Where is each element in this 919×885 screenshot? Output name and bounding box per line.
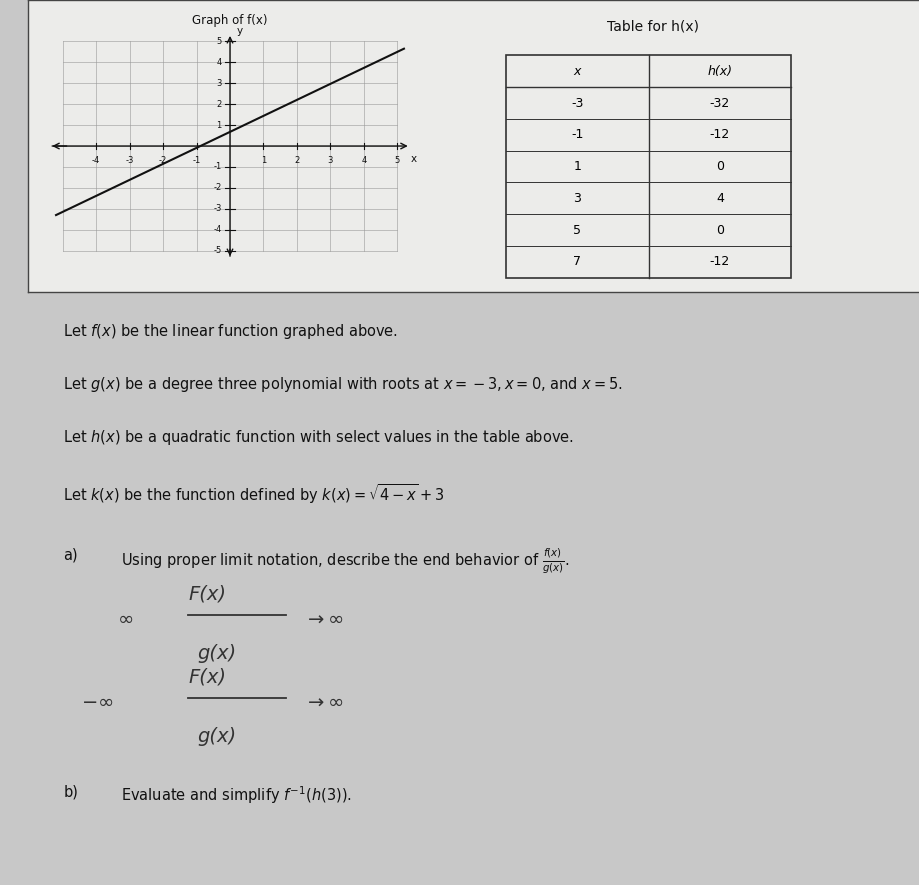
Text: h(x): h(x) <box>707 65 732 78</box>
Text: -2: -2 <box>213 183 221 192</box>
Text: -3: -3 <box>213 204 221 213</box>
Text: 3: 3 <box>327 157 333 165</box>
Text: -2: -2 <box>159 157 167 165</box>
Text: 0: 0 <box>715 160 723 173</box>
Text: x: x <box>573 65 581 78</box>
Text: Let $k(x)$ be the function defined by $k(x)=\sqrt{4-x}+3$: Let $k(x)$ be the function defined by $k… <box>63 481 445 505</box>
Text: -4: -4 <box>213 225 221 235</box>
Text: -5: -5 <box>213 246 221 255</box>
Text: -3: -3 <box>125 157 133 165</box>
Text: F(x): F(x) <box>188 585 226 604</box>
Text: 5: 5 <box>216 37 221 46</box>
Text: -12: -12 <box>709 256 730 268</box>
Text: 3: 3 <box>573 192 581 204</box>
Bar <box>505 56 790 278</box>
Text: 5: 5 <box>573 224 581 236</box>
Text: a): a) <box>63 547 78 562</box>
Text: -32: -32 <box>709 96 730 110</box>
Text: Table for h(x): Table for h(x) <box>607 19 698 34</box>
Text: -12: -12 <box>709 128 730 142</box>
Text: 3: 3 <box>216 79 221 88</box>
Text: b): b) <box>63 784 78 799</box>
Text: $-\infty$: $-\infty$ <box>81 692 114 711</box>
Text: Graph of f(x): Graph of f(x) <box>192 14 267 27</box>
Text: 1: 1 <box>573 160 581 173</box>
Text: $\rightarrow\infty$: $\rightarrow\infty$ <box>304 692 344 711</box>
Text: Using proper limit notation, describe the end behavior of $\frac{f(x)}{g(x)}$.: Using proper limit notation, describe th… <box>121 547 570 576</box>
Text: 4: 4 <box>361 157 366 165</box>
Text: -1: -1 <box>571 128 583 142</box>
Text: Let $f(x)$ be the linear function graphed above.: Let $f(x)$ be the linear function graphe… <box>63 321 398 341</box>
Text: -1: -1 <box>213 163 221 172</box>
Text: -4: -4 <box>92 157 100 165</box>
Text: Let $g(x)$ be a degree three polynomial with roots at $x=-3,x=0$, and $x=5$.: Let $g(x)$ be a degree three polynomial … <box>63 375 622 394</box>
Text: g(x): g(x) <box>197 727 236 746</box>
Text: $\infty$: $\infty$ <box>117 609 133 627</box>
Text: y: y <box>236 26 243 36</box>
Text: g(x): g(x) <box>197 644 236 663</box>
Text: x: x <box>411 154 416 165</box>
Text: 5: 5 <box>394 157 400 165</box>
Text: 7: 7 <box>573 256 581 268</box>
Text: 4: 4 <box>715 192 723 204</box>
Text: Evaluate and simplify $f^{-1}(h(3))$.: Evaluate and simplify $f^{-1}(h(3))$. <box>121 784 352 806</box>
Text: 1: 1 <box>261 157 266 165</box>
Text: 2: 2 <box>294 157 300 165</box>
Text: 2: 2 <box>216 100 221 109</box>
Text: $\rightarrow\infty$: $\rightarrow\infty$ <box>304 609 344 627</box>
Text: 1: 1 <box>216 120 221 129</box>
Text: F(x): F(x) <box>188 668 226 687</box>
Text: -1: -1 <box>192 157 200 165</box>
Text: 0: 0 <box>715 224 723 236</box>
Text: -3: -3 <box>571 96 583 110</box>
Text: 4: 4 <box>216 58 221 67</box>
Text: Let $h(x)$ be a quadratic function with select values in the table above.: Let $h(x)$ be a quadratic function with … <box>63 428 573 448</box>
